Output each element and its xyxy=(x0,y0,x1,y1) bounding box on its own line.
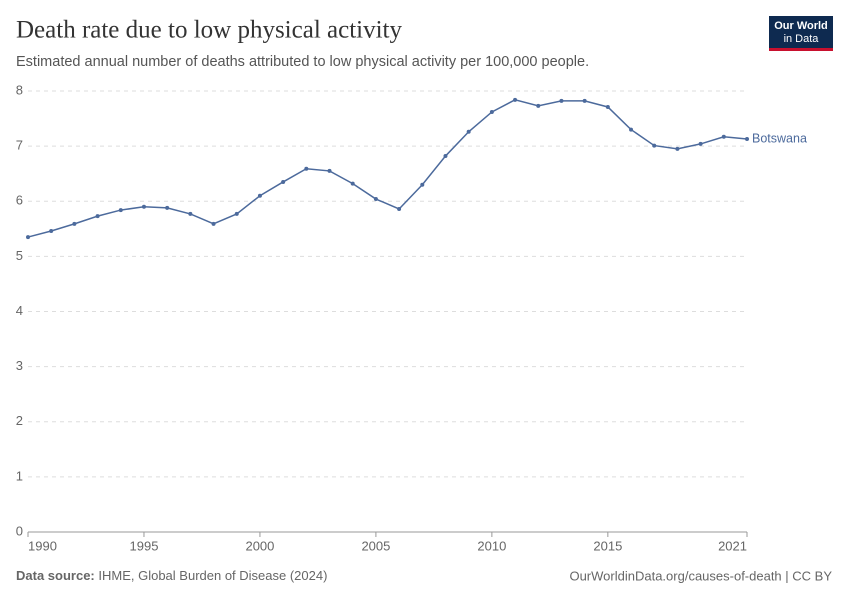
data-point xyxy=(698,141,703,146)
data-point xyxy=(443,154,448,159)
x-tick-label: 1990 xyxy=(28,538,57,553)
data-point xyxy=(234,211,239,216)
data-point xyxy=(745,136,749,141)
data-point xyxy=(281,179,286,184)
data-point xyxy=(211,221,216,226)
data-point xyxy=(49,229,54,234)
source-text: IHME, Global Burden of Disease (2024) xyxy=(98,568,327,583)
y-tick-label: 0 xyxy=(16,523,23,538)
data-point xyxy=(188,211,193,216)
data-point xyxy=(373,197,378,202)
data-point xyxy=(26,235,30,240)
y-tick-label: 2 xyxy=(16,413,23,428)
data-point xyxy=(327,168,332,173)
data-point xyxy=(721,134,726,139)
y-tick-label: 7 xyxy=(16,138,23,153)
logo-text: Our World xyxy=(774,20,828,32)
y-tick-label: 1 xyxy=(16,468,23,483)
data-point xyxy=(420,182,425,187)
logo-box xyxy=(769,16,833,50)
data-point xyxy=(559,98,564,103)
y-tick-label: 5 xyxy=(16,248,23,263)
data-point xyxy=(72,221,77,226)
data-point xyxy=(397,206,402,211)
data-point xyxy=(466,129,471,134)
data-point xyxy=(165,205,170,210)
series-line xyxy=(27,99,748,238)
data-point xyxy=(95,214,100,219)
source: Data source: IHME, Global Burden of Dise… xyxy=(16,568,327,583)
x-tick-label: 2005 xyxy=(361,538,390,553)
series-label: Botswana xyxy=(752,131,807,145)
data-point xyxy=(536,103,541,108)
x-tick-label: 2000 xyxy=(245,538,274,553)
logo[interactable]: Our World in Data xyxy=(769,16,833,51)
data-point xyxy=(582,98,587,103)
data-point xyxy=(605,104,610,109)
data-point xyxy=(350,181,355,186)
data-point xyxy=(141,204,146,209)
data-point xyxy=(257,193,262,198)
data-point xyxy=(629,127,634,132)
logo-text: in Data xyxy=(784,33,820,45)
y-tick-label: 4 xyxy=(16,303,23,318)
data-point xyxy=(513,97,518,102)
y-tick-label: 6 xyxy=(16,193,23,208)
data-point xyxy=(675,146,680,151)
chart-subtitle: Estimated annual number of deaths attrib… xyxy=(16,54,589,70)
logo-stripe xyxy=(769,48,833,51)
data-point xyxy=(489,109,494,114)
y-tick-label: 8 xyxy=(16,82,23,97)
x-tick-label: 2021 xyxy=(718,538,747,553)
data-point xyxy=(118,208,123,213)
source-label: Data source: xyxy=(16,568,95,583)
y-tick-label: 3 xyxy=(16,358,23,373)
data-point xyxy=(304,166,309,171)
x-tick-label: 2010 xyxy=(477,538,506,553)
x-tick-label: 1995 xyxy=(130,538,159,553)
x-tick-label: 2015 xyxy=(593,538,622,553)
data-point xyxy=(652,143,657,148)
chart-title: Death rate due to low physical activity xyxy=(16,17,402,44)
footer-link[interactable]: OurWorldinData.org/causes-of-death | CC … xyxy=(569,568,832,583)
